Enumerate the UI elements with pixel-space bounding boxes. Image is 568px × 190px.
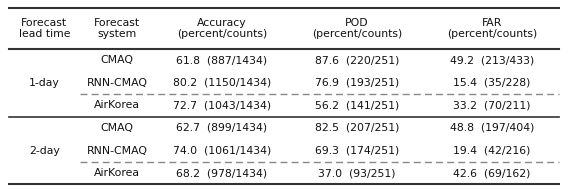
Text: 62.7  (899/1434): 62.7 (899/1434) (177, 123, 268, 133)
Text: 72.7  (1043/1434): 72.7 (1043/1434) (173, 101, 271, 110)
Text: 33.2  (70/211): 33.2 (70/211) (453, 101, 531, 110)
Text: Forecast
lead time: Forecast lead time (19, 17, 70, 39)
Text: FAR
(percent/counts): FAR (percent/counts) (447, 17, 537, 39)
Text: 56.2  (141/251): 56.2 (141/251) (315, 101, 399, 110)
Text: 15.4  (35/228): 15.4 (35/228) (453, 78, 531, 88)
Text: RNN-CMAQ: RNN-CMAQ (87, 78, 148, 88)
Text: AirKorea: AirKorea (94, 168, 140, 178)
Text: 87.6  (220/251): 87.6 (220/251) (315, 55, 399, 65)
Text: 2-day: 2-day (29, 146, 60, 155)
Text: CMAQ: CMAQ (101, 123, 134, 133)
Text: 82.5  (207/251): 82.5 (207/251) (315, 123, 399, 133)
Text: 80.2  (1150/1434): 80.2 (1150/1434) (173, 78, 271, 88)
Text: CMAQ: CMAQ (101, 55, 134, 65)
Text: AirKorea: AirKorea (94, 101, 140, 110)
Text: 48.8  (197/404): 48.8 (197/404) (450, 123, 534, 133)
Text: 68.2  (978/1434): 68.2 (978/1434) (177, 168, 268, 178)
Text: 37.0  (93/251): 37.0 (93/251) (318, 168, 396, 178)
Text: RNN-CMAQ: RNN-CMAQ (87, 146, 148, 155)
Text: 19.4  (42/216): 19.4 (42/216) (453, 146, 531, 155)
Text: 1-day: 1-day (29, 78, 60, 88)
Text: 61.8  (887/1434): 61.8 (887/1434) (177, 55, 268, 65)
Text: 69.3  (174/251): 69.3 (174/251) (315, 146, 399, 155)
Text: 76.9  (193/251): 76.9 (193/251) (315, 78, 399, 88)
Text: 42.6  (69/162): 42.6 (69/162) (453, 168, 531, 178)
Text: Accuracy
(percent/counts): Accuracy (percent/counts) (177, 17, 267, 39)
Text: 74.0  (1061/1434): 74.0 (1061/1434) (173, 146, 271, 155)
Text: 49.2  (213/433): 49.2 (213/433) (450, 55, 534, 65)
Text: Forecast
system: Forecast system (94, 17, 140, 39)
Text: POD
(percent/counts): POD (percent/counts) (312, 17, 402, 39)
